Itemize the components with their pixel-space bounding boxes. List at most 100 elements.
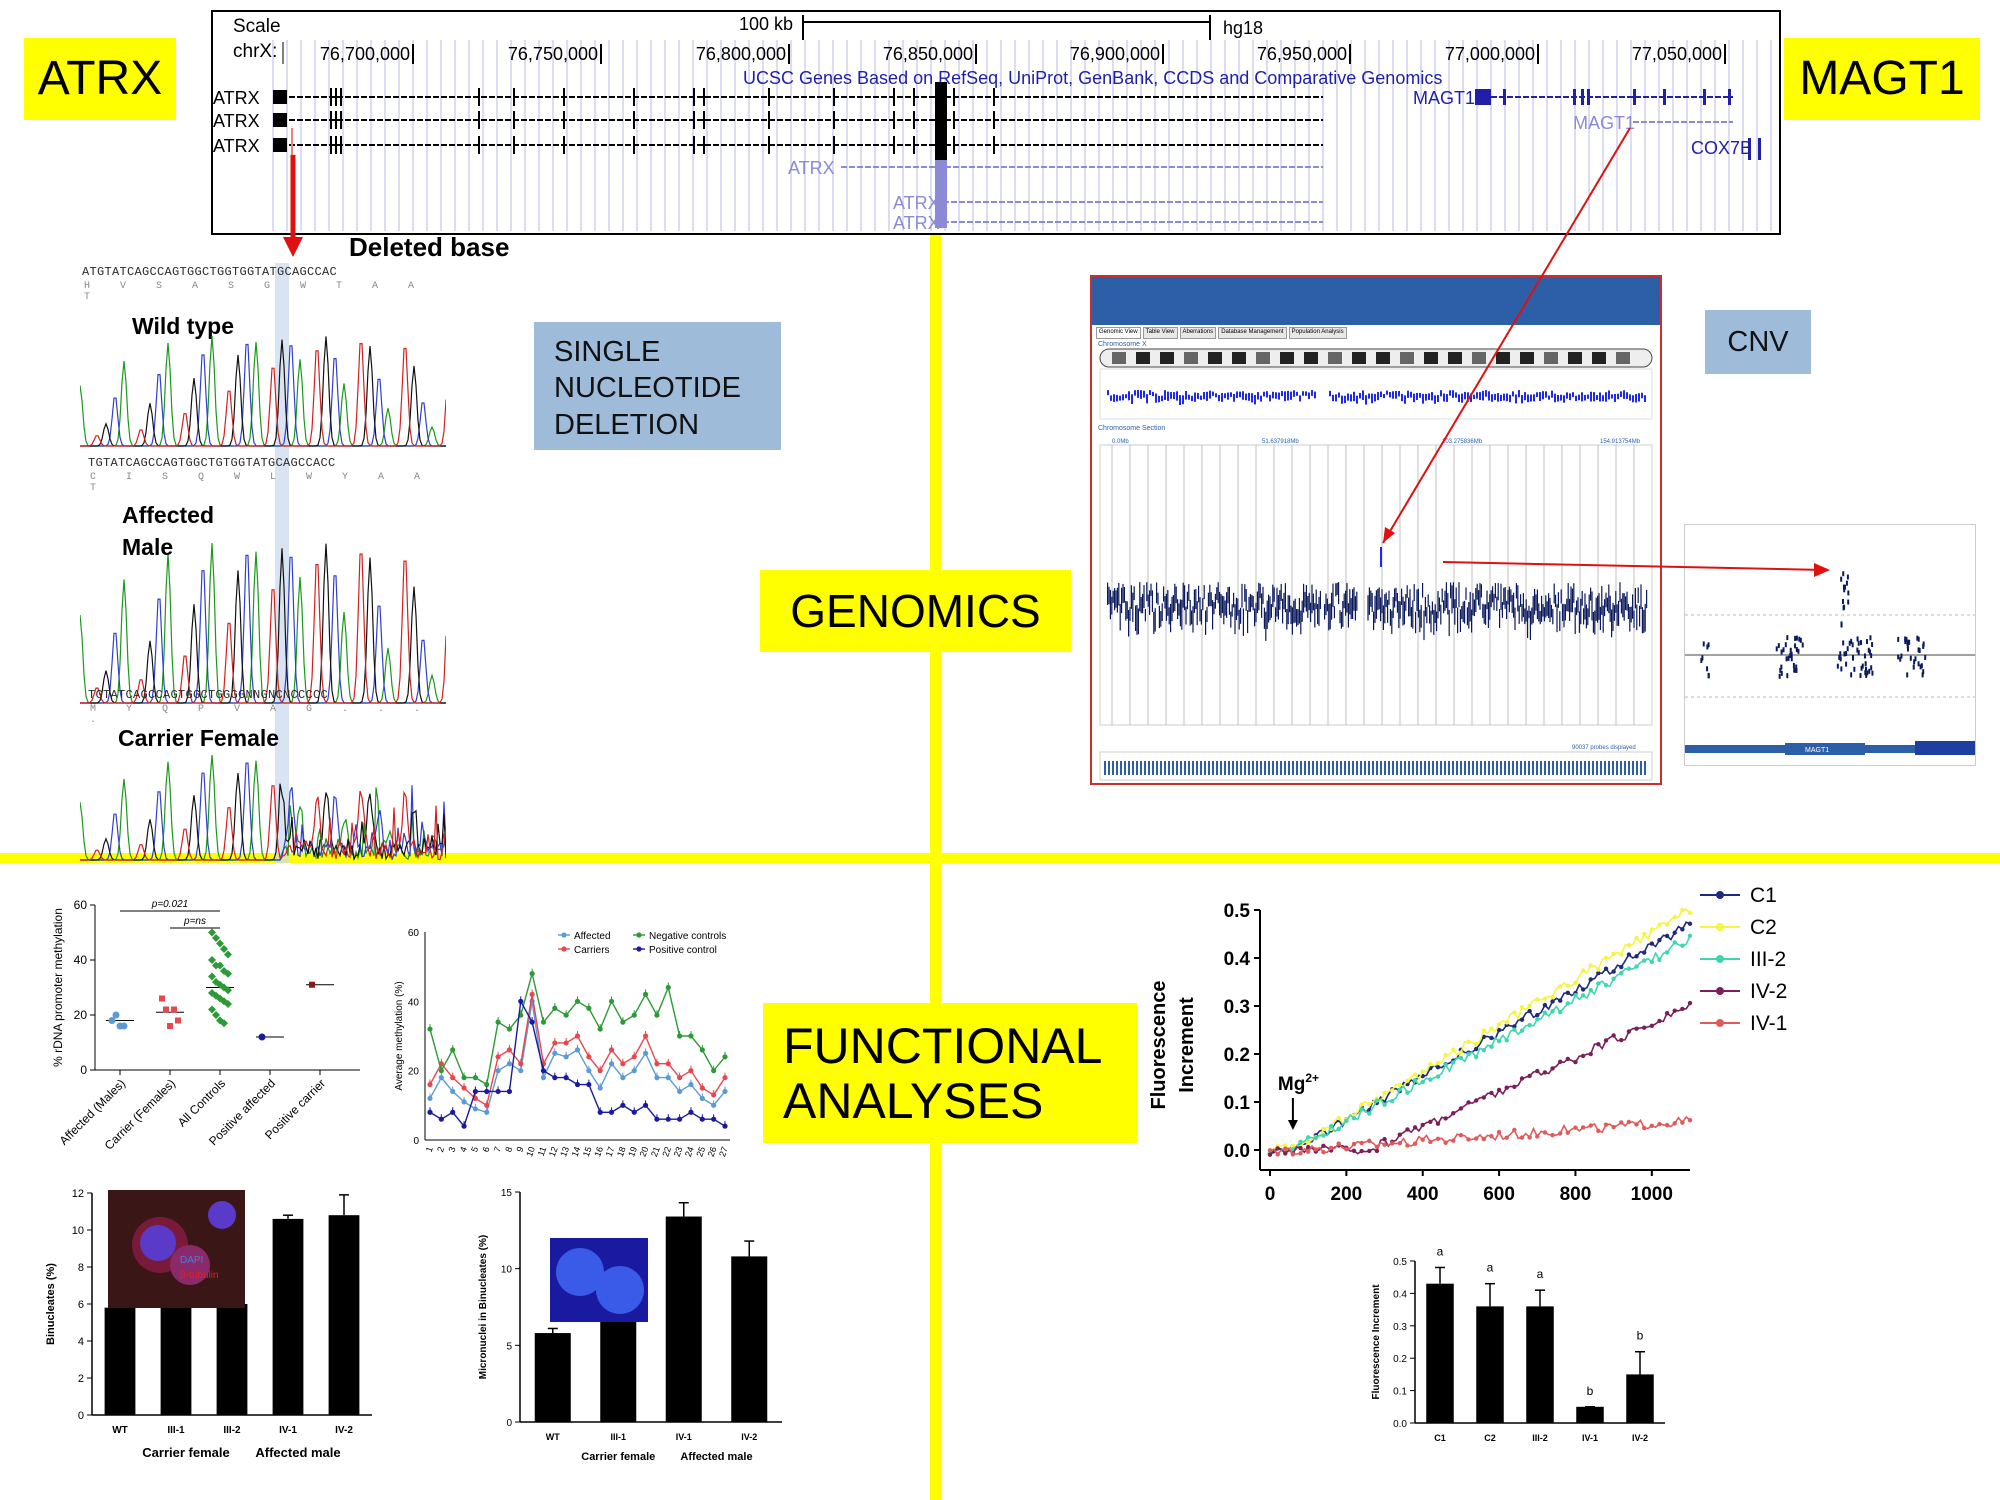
section-probe [1282, 598, 1284, 624]
functional-label: FUNCTIONAL ANALYSES [763, 1003, 1137, 1143]
gene-track-bar [1168, 761, 1170, 775]
overview-probe [1209, 390, 1211, 399]
section-probe [1423, 610, 1425, 641]
overview-probe [1107, 390, 1109, 396]
tab-population[interactable]: Population Analysis [1288, 327, 1347, 339]
overview-probe [1281, 391, 1283, 397]
gene-exon [335, 88, 337, 106]
gene-track-bar [1548, 761, 1550, 775]
section-probe [1198, 585, 1200, 603]
legend-marker [1716, 955, 1724, 963]
zoom-probe [1871, 642, 1874, 648]
series-point [484, 1109, 490, 1115]
overview-probe [1560, 394, 1562, 401]
ideogram-band [1520, 352, 1534, 364]
overview-probe [1335, 394, 1337, 402]
section-probe [1501, 602, 1503, 618]
gene-exon-light [935, 160, 947, 228]
zoom-probe [1870, 653, 1873, 659]
section-probe [1611, 609, 1613, 638]
tab-database[interactable]: Database Management [1218, 327, 1287, 339]
section-probe [1259, 583, 1261, 599]
zoom-probe [1870, 665, 1873, 671]
overview-probe [1143, 390, 1145, 398]
magt1-exon [1573, 89, 1576, 105]
section-probe [1588, 594, 1590, 618]
significance-letter: b [1637, 1329, 1644, 1343]
section-probe [1641, 607, 1643, 634]
position-label: 76,750,000 [508, 44, 598, 64]
bar [600, 1317, 637, 1422]
data-point [216, 961, 224, 970]
functional-line2: ANALYSES [783, 1073, 1044, 1129]
section-probe [1625, 596, 1627, 611]
zoom-probe [1865, 672, 1868, 678]
gene-track-bar [1616, 761, 1618, 775]
section-probe [1541, 595, 1543, 622]
x-tick-label: 11 [536, 1145, 549, 1157]
section-probe [1494, 583, 1496, 599]
overview-probe [1569, 393, 1571, 401]
functional-line1: FUNCTIONAL [783, 1018, 1103, 1074]
gene-label-light: ATRX [893, 193, 940, 213]
overview-probe [1233, 393, 1235, 402]
gene-track-bar [1396, 761, 1398, 775]
overview-probe [1488, 391, 1490, 401]
zoom-probe [1919, 664, 1922, 670]
overview-probe [1299, 395, 1301, 402]
gene-track-bar [1284, 761, 1286, 775]
tab-table-view[interactable]: Table View [1142, 327, 1178, 339]
gene-track-bar [1576, 761, 1578, 775]
chromatogram-traces [80, 335, 446, 704]
data-point [208, 956, 216, 964]
section-probe [1486, 590, 1488, 610]
overview-probe [1131, 394, 1133, 404]
zoom-probe [1906, 672, 1909, 678]
tab-aberrations[interactable]: Aberrations [1179, 327, 1217, 339]
y-tick-label: 4 [78, 1336, 84, 1348]
series-line [1269, 1002, 1691, 1156]
series-point [711, 1102, 717, 1108]
cnv-tabbar: Genomic View Table View Aberrations Data… [1096, 327, 1656, 339]
x-tick-label: 24 [683, 1145, 696, 1158]
cnv-plot [1099, 348, 1653, 781]
gene-track-bar [1588, 761, 1590, 775]
section-probe [1406, 585, 1408, 598]
overview-probe [1224, 393, 1226, 399]
magt1-exon [1703, 89, 1706, 105]
gene-track-bar [1388, 761, 1390, 775]
series-point [518, 998, 524, 1004]
overview-probe [1533, 394, 1535, 402]
section-probe [1179, 599, 1181, 627]
series-point [450, 1109, 456, 1115]
gene-track-bar [1120, 761, 1122, 775]
overview-probe [1407, 390, 1409, 398]
legend-label: Carriers [574, 945, 610, 956]
gene-track-bar [1452, 761, 1454, 775]
overview-probe [1452, 390, 1454, 398]
zoom-probe [1851, 655, 1854, 661]
zoom-probe [1860, 640, 1863, 646]
gene-track-bar [1508, 761, 1510, 775]
section-probe [1329, 603, 1331, 630]
nucleus-image [596, 1266, 644, 1314]
series-point [552, 1075, 558, 1081]
series-point [552, 1005, 558, 1011]
x-tick-label: 14 [570, 1145, 583, 1158]
section-probe [1251, 594, 1253, 608]
gene-track-bar [1184, 761, 1186, 775]
tab-genomic-view[interactable]: Genomic View [1096, 327, 1141, 339]
series-point [665, 984, 671, 991]
assembly-label: hg18 [1223, 18, 1263, 38]
gene-track-bar [1208, 761, 1210, 775]
overview-probe [1518, 390, 1520, 398]
section-probe [1164, 596, 1166, 609]
series-point [506, 1026, 513, 1032]
chromatogram-trace [80, 553, 446, 704]
overview-probe [1134, 390, 1136, 396]
overview-probe [1182, 395, 1184, 405]
section-probe [1521, 604, 1523, 622]
series-point [472, 1106, 478, 1112]
section-probe [1287, 595, 1289, 625]
